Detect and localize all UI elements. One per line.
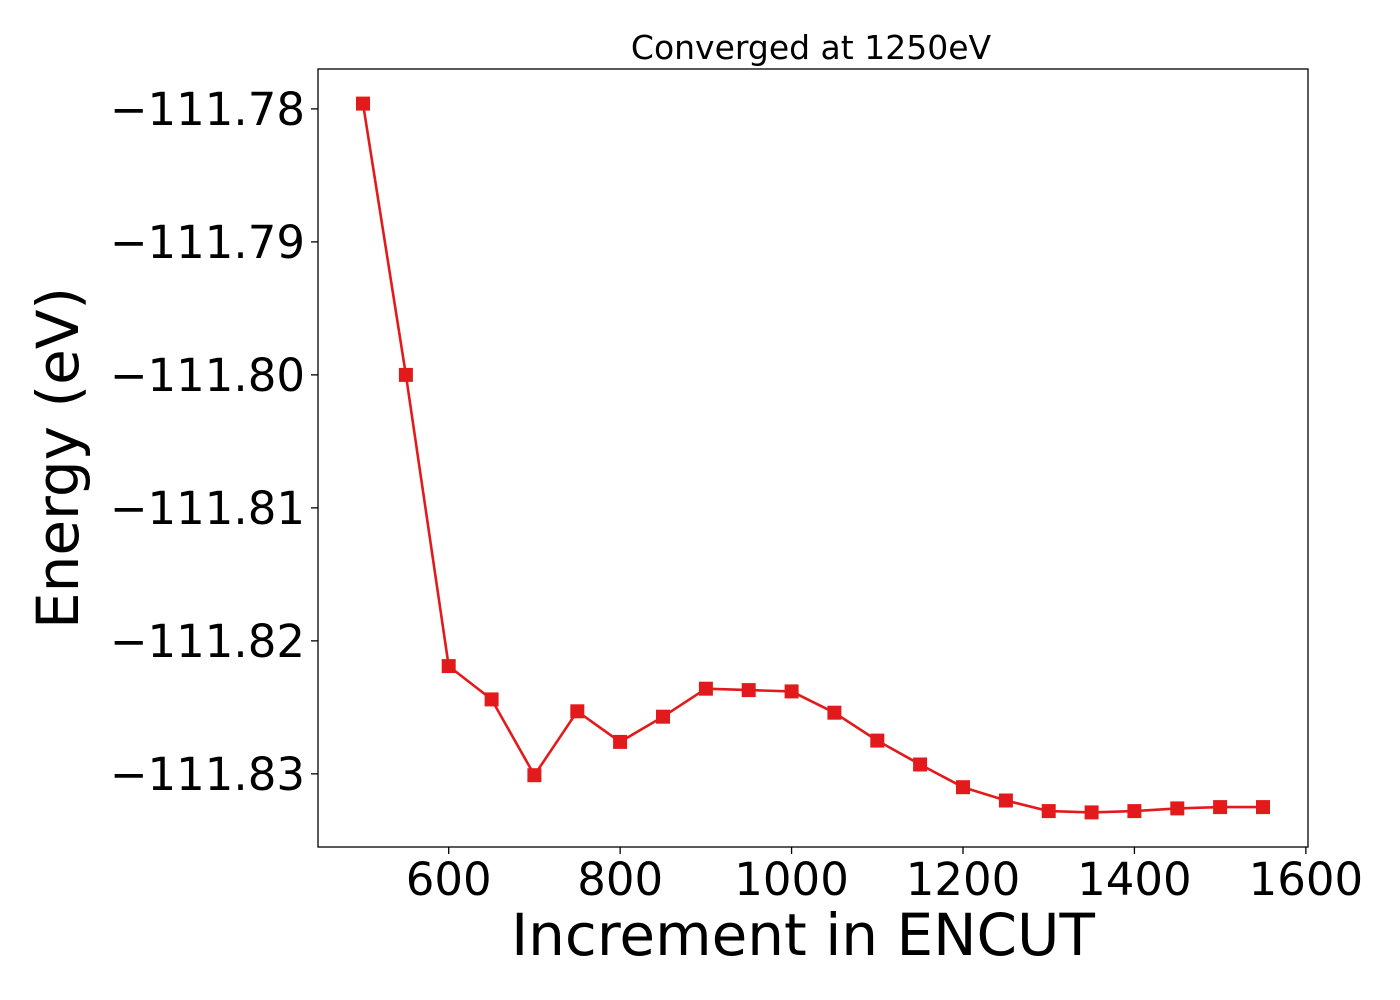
data-point (998, 793, 1013, 808)
y-tick-label: −111.78 (110, 83, 305, 136)
x-tick-label: 1000 (734, 853, 849, 906)
data-point (784, 684, 799, 699)
data-point (1170, 801, 1185, 816)
data-point (570, 704, 585, 719)
x-tick-label: 600 (406, 853, 492, 906)
y-axis-label: Energy (eV) (24, 287, 92, 629)
data-point (656, 709, 670, 724)
y-tick-label: −111.79 (110, 216, 305, 269)
data-point (1041, 804, 1056, 819)
data-point (1127, 804, 1142, 819)
x-tick-label: 800 (577, 853, 663, 906)
data-point (613, 734, 628, 749)
x-tick-label: 1200 (906, 853, 1021, 906)
data-point (741, 683, 756, 698)
y-tick-label: −111.82 (110, 615, 305, 668)
data-point (1213, 800, 1228, 815)
data-point (1084, 805, 1099, 820)
y-tick-label: −111.81 (110, 482, 305, 535)
data-point (441, 659, 456, 674)
data-point (827, 705, 842, 720)
x-tick-label: 1400 (1077, 853, 1192, 906)
data-point (527, 768, 542, 783)
data-point (1256, 800, 1270, 815)
x-axis-label: Increment in ENCUT (511, 901, 1095, 969)
plot-frame (317, 68, 1309, 848)
data-point (956, 780, 970, 795)
data-point (870, 733, 885, 748)
data-point (484, 692, 499, 707)
x-tick-label: 1600 (1249, 853, 1364, 906)
chart-title: Converged at 1250eV (631, 28, 992, 67)
data-point (398, 367, 413, 382)
data-point (913, 757, 928, 772)
y-tick-label: −111.83 (110, 748, 305, 801)
data-point (356, 96, 370, 111)
y-tick-label: −111.80 (110, 349, 305, 402)
series-line (361, 103, 1263, 814)
data-point (698, 681, 713, 696)
